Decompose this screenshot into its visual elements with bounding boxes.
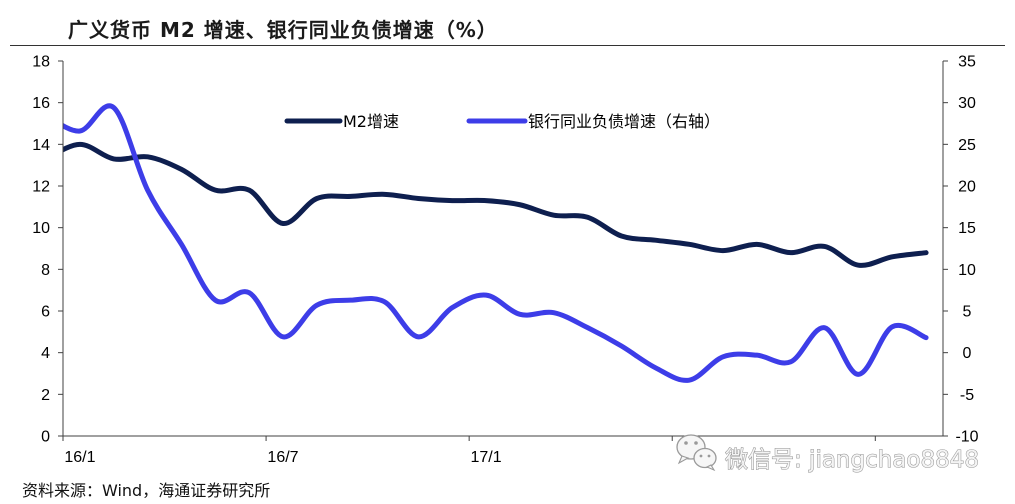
y-right-tick-label: 20	[958, 179, 976, 196]
y-right-tick-label: 25	[958, 137, 976, 154]
watermark-text: 微信号: jiangchao8848	[725, 447, 979, 473]
y-left-tick-label: 4	[41, 345, 50, 362]
y-left-tick-label: 2	[41, 387, 50, 404]
x-tick-label: 16/1	[64, 449, 95, 466]
y-left-tick-label: 10	[32, 220, 50, 237]
x-tick-label: 16/7	[267, 449, 298, 466]
y-left-tick-label: 8	[41, 262, 50, 279]
y-right-tick-label: 15	[958, 220, 976, 237]
watermark: 微信号: jiangchao8848	[676, 434, 980, 474]
chart-title: 广义货币 M2 增速、银行同业负债增速（%）	[68, 18, 498, 42]
x-tick-label: 17/1	[471, 449, 502, 466]
legend-label-m2-growth: M2增速	[343, 112, 399, 131]
y-right-tick-label: 5	[963, 304, 972, 321]
title-divider	[10, 45, 1005, 46]
y-left-tick-label: 16	[32, 95, 50, 112]
legend: M2增速 银行同业负债增速（右轴）	[284, 112, 720, 131]
y-right-tick-label: 0	[963, 345, 972, 362]
y-left-tick-label: 12	[32, 179, 50, 196]
m2-growth-line	[63, 141, 929, 268]
y-left-tick-label: 0	[41, 429, 50, 446]
y-right-tick-label: -5	[960, 387, 974, 404]
source-note: 资料来源：Wind，海通证券研究所	[22, 481, 271, 500]
wechat-icon	[676, 434, 717, 472]
y-right-tick-label: 35	[958, 54, 976, 71]
legend-label-interbank-liability-growth: 银行同业负债增速（右轴）	[528, 112, 720, 131]
y-right-tick-label: 30	[958, 95, 976, 112]
y-right-tick-label: -10	[955, 429, 978, 446]
series-lines	[44, 103, 929, 383]
y-right-tick-label: 10	[958, 262, 976, 279]
y-left-tick-label: 14	[32, 137, 50, 154]
y-left-tick-label: 18	[32, 54, 50, 71]
axis-ticks: 0 2 4 6 8 10 12 14 16 18 -10 -5 0 5 10 15 20 25 30 35 16/1 16…	[32, 54, 978, 467]
interbank-liability-growth-point	[44, 113, 49, 118]
m2-growth-point	[44, 156, 49, 161]
y-left-tick-label: 6	[41, 304, 50, 321]
interbank-liability-growth-line	[63, 103, 929, 383]
